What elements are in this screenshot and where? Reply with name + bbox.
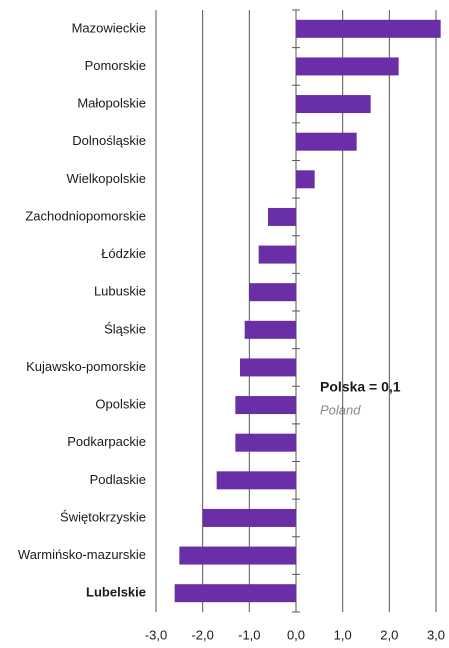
bar xyxy=(268,207,296,226)
y-tick-label: Podkarpackie xyxy=(67,434,146,449)
annotation-subtext: Poland xyxy=(320,402,361,417)
bar xyxy=(240,358,296,377)
y-tick-label: Zachodniopomorskie xyxy=(25,208,146,223)
y-tick-label: Podlaskie xyxy=(90,472,146,487)
bar xyxy=(296,170,315,189)
bar xyxy=(296,57,399,76)
bar xyxy=(235,433,296,452)
bar xyxy=(249,283,296,302)
y-tick-label: Małopolskie xyxy=(77,96,146,111)
y-tick-label: Kujawsko-pomorskie xyxy=(26,359,146,374)
bar xyxy=(235,396,296,415)
y-tick-label: Opolskie xyxy=(95,397,146,412)
y-tick-label: Śląskie xyxy=(104,321,146,336)
bar xyxy=(244,320,296,339)
annotation: Polska = 0,1 xyxy=(320,379,401,395)
bar xyxy=(296,132,357,151)
y-tick-label: Łódzkie xyxy=(101,246,146,261)
x-tick-label: 3,0 xyxy=(427,627,445,642)
bar xyxy=(174,584,296,603)
x-tick-label: -2,0 xyxy=(191,627,213,642)
bar xyxy=(296,95,371,114)
y-tick-label: Warmińsko-mazurskie xyxy=(18,547,146,562)
x-tick-label: -1,0 xyxy=(238,627,260,642)
bar xyxy=(179,546,296,565)
y-tick-label: Mazowieckie xyxy=(72,20,146,35)
y-tick-label: Dolnośląskie xyxy=(72,133,146,148)
x-tick-label: 1,0 xyxy=(334,627,352,642)
y-tick-label: Świętokrzyskie xyxy=(60,509,146,524)
x-tick-label: 2,0 xyxy=(380,627,398,642)
y-tick-label: Lubelskie xyxy=(86,585,146,600)
y-tick-label: Lubuskie xyxy=(94,284,146,299)
bar xyxy=(202,508,296,527)
bar xyxy=(296,19,441,38)
x-tick-label: 0,0 xyxy=(287,627,305,642)
bar xyxy=(216,471,296,490)
bar xyxy=(258,245,296,264)
y-tick-label: Pomorskie xyxy=(85,58,146,73)
x-tick-label: -3,0 xyxy=(145,627,167,642)
y-tick-label: Wielkopolskie xyxy=(67,171,146,186)
